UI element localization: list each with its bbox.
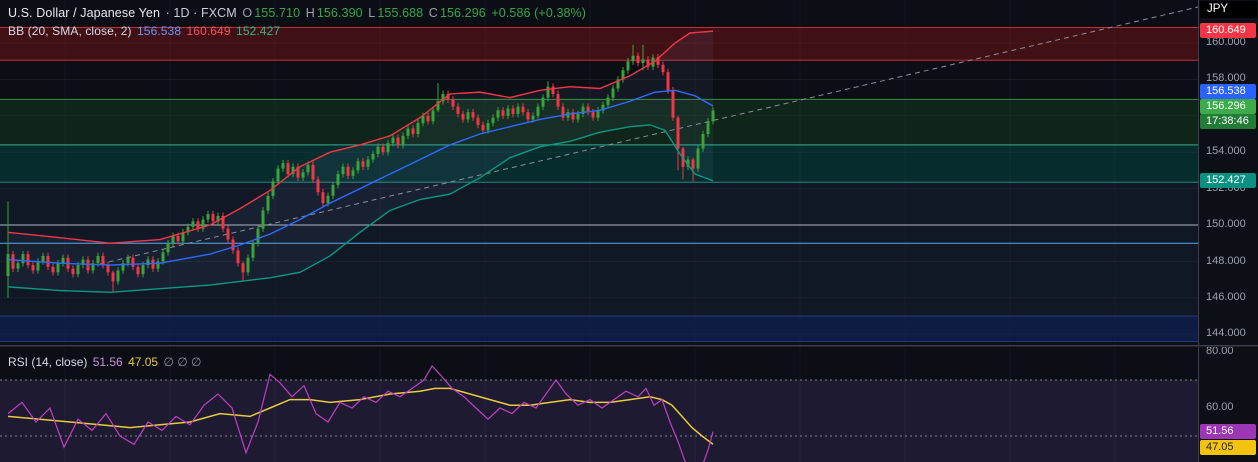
legend-segment: 156.390 <box>316 6 363 20</box>
rsi-indicator-row[interactable]: RSI (14, close) 51.56 47.05 ∅ ∅ ∅ <box>8 354 203 370</box>
rsi-pane-canvas[interactable] <box>0 347 1198 462</box>
legend-segment: BB (20, SMA, close, 2) <box>8 24 136 38</box>
legend-segment: · 1D · FXCM <box>162 6 237 20</box>
legend-segment: ∅ ∅ ∅ <box>163 355 202 369</box>
legend-segment: 156.538 <box>137 24 185 38</box>
bb-indicator-row[interactable]: BB (20, SMA, close, 2) 156.538 160.649 1… <box>8 22 588 40</box>
legend-segment: 156.296 <box>439 6 486 20</box>
symbol-ohlc-row[interactable]: U.S. Dollar / Japanese Yen · 1D · FXCM O… <box>8 4 588 22</box>
price-axis-label: 158.000 <box>1206 72 1246 84</box>
legend-segment: 160.649 <box>186 24 235 38</box>
legend-segment: L <box>364 6 376 20</box>
price-axis-label: 144.000 <box>1206 327 1246 339</box>
price-axis-badge: 156.296 <box>1200 99 1256 114</box>
legend-segment: 152.427 <box>236 24 281 38</box>
price-axis-label: 160.000 <box>1206 36 1246 48</box>
pane-separator[interactable] <box>0 345 1258 347</box>
price-axis-badge: 51.56 <box>1200 424 1256 439</box>
legend-segment: C <box>425 6 438 20</box>
price-axis-label: 150.000 <box>1206 218 1246 230</box>
legend-segment: H <box>302 6 315 20</box>
price-axis-label: 146.000 <box>1206 291 1246 303</box>
legend-segment: +0.586 (+0.38%) <box>487 6 587 20</box>
price-axis-label: 148.000 <box>1206 255 1246 267</box>
price-axis-badge: 160.649 <box>1200 23 1256 38</box>
price-axis-badge: 17:38:46 <box>1200 114 1256 129</box>
legend-segment: 47.05 <box>128 355 162 369</box>
price-axis-badge: 152.427 <box>1200 173 1256 188</box>
legend-segment: 51.56 <box>92 355 127 369</box>
legend-segment: RSI (14, close) <box>8 355 91 369</box>
currency-label: JPY <box>1200 1 1257 18</box>
legend-segment: 155.688 <box>377 6 424 20</box>
price-axis-badge: 47.05 <box>1200 440 1256 455</box>
price-axis-label: 80.00 <box>1206 345 1234 357</box>
chart-legend: U.S. Dollar / Japanese Yen · 1D · FXCM O… <box>8 4 588 40</box>
price-axis[interactable]: JPY 160.000 158.000 154.000 152.000 150.000 1… <box>1198 0 1258 462</box>
price-axis-label: 60.00 <box>1206 401 1234 413</box>
price-axis-badge: 156.538 <box>1200 84 1256 99</box>
legend-segment: U.S. Dollar / Japanese Yen <box>8 6 161 20</box>
main-chart-canvas[interactable] <box>0 0 1198 346</box>
price-axis-label: 154.000 <box>1206 145 1246 157</box>
legend-segment: 155.710 <box>254 6 301 20</box>
legend-segment: O <box>238 6 253 20</box>
